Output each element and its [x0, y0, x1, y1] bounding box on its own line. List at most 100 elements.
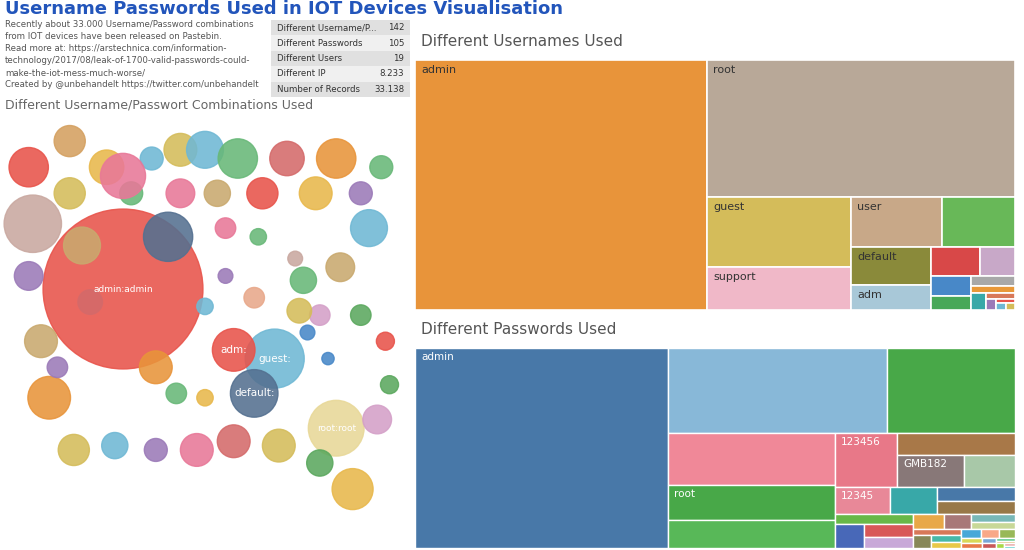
- Bar: [931, 247, 980, 276]
- Circle shape: [166, 179, 195, 208]
- Circle shape: [377, 332, 394, 350]
- Bar: [836, 433, 897, 487]
- Bar: [708, 60, 1015, 197]
- Bar: [271, 35, 410, 51]
- Bar: [890, 487, 937, 514]
- Bar: [913, 535, 931, 548]
- Circle shape: [63, 227, 100, 264]
- Bar: [415, 60, 708, 310]
- Bar: [944, 514, 971, 529]
- Circle shape: [54, 125, 85, 157]
- Bar: [962, 537, 982, 543]
- Text: Different Passwords Used: Different Passwords Used: [421, 322, 616, 337]
- Text: admin: admin: [421, 65, 456, 75]
- Circle shape: [322, 353, 334, 365]
- Bar: [999, 529, 1015, 537]
- Text: 8.233: 8.233: [380, 69, 404, 79]
- Bar: [971, 276, 1015, 286]
- Bar: [986, 299, 996, 310]
- Bar: [942, 197, 1015, 247]
- Bar: [931, 535, 962, 542]
- Circle shape: [299, 177, 332, 210]
- Bar: [669, 433, 836, 485]
- Bar: [962, 529, 981, 537]
- Text: Different Username/P...: Different Username/P...: [276, 23, 377, 32]
- Circle shape: [218, 139, 257, 178]
- Bar: [864, 537, 913, 548]
- Text: Created by @unbehandelt https://twitter.com/unbehandelt: Created by @unbehandelt https://twitter.…: [5, 80, 259, 90]
- Circle shape: [9, 147, 48, 187]
- Text: from IOT devices have been released on Pastebin.: from IOT devices have been released on P…: [5, 32, 222, 41]
- Text: 142: 142: [387, 23, 404, 32]
- Bar: [937, 501, 1015, 514]
- Circle shape: [262, 429, 295, 462]
- Text: support: support: [714, 272, 756, 282]
- Bar: [971, 293, 986, 310]
- Bar: [996, 541, 1015, 543]
- Text: Different Users: Different Users: [276, 54, 342, 63]
- Circle shape: [43, 209, 203, 369]
- Text: admin: admin: [421, 352, 454, 362]
- Bar: [982, 537, 996, 543]
- Text: Recently about 33.000 Username/Password combinations: Recently about 33.000 Username/Password …: [5, 20, 254, 29]
- Circle shape: [139, 351, 172, 384]
- Text: root: root: [675, 489, 695, 499]
- Circle shape: [350, 210, 387, 246]
- Bar: [981, 529, 999, 537]
- Bar: [708, 197, 851, 267]
- Bar: [864, 524, 913, 537]
- Circle shape: [204, 180, 230, 206]
- Circle shape: [350, 305, 371, 326]
- Text: root:root: root:root: [316, 424, 355, 433]
- Bar: [996, 537, 1015, 541]
- Circle shape: [28, 376, 71, 419]
- Circle shape: [143, 212, 193, 261]
- Text: Username Passwords Used in IOT Devices Visualisation: Username Passwords Used in IOT Devices V…: [5, 0, 563, 18]
- Circle shape: [309, 305, 330, 326]
- Text: default: default: [857, 252, 897, 262]
- Bar: [1007, 304, 1015, 310]
- Circle shape: [381, 376, 398, 394]
- Circle shape: [362, 405, 391, 434]
- Bar: [971, 286, 1015, 293]
- Bar: [996, 543, 1004, 548]
- Bar: [996, 304, 1007, 310]
- Bar: [669, 485, 836, 520]
- Text: make-the-iot-mess-much-worse/: make-the-iot-mess-much-worse/: [5, 68, 145, 78]
- Bar: [271, 66, 410, 81]
- Text: Different Username/Passwort Combinations Used: Different Username/Passwort Combinations…: [5, 98, 313, 112]
- Circle shape: [47, 357, 68, 377]
- Text: 123456: 123456: [842, 437, 881, 448]
- Circle shape: [244, 288, 264, 308]
- Circle shape: [217, 425, 250, 458]
- Circle shape: [308, 400, 365, 456]
- Circle shape: [101, 432, 128, 459]
- Circle shape: [306, 450, 333, 476]
- Circle shape: [140, 147, 163, 170]
- Bar: [996, 299, 1015, 304]
- Circle shape: [212, 328, 255, 371]
- Circle shape: [144, 438, 167, 461]
- Circle shape: [78, 290, 102, 315]
- Text: technology/2017/08/leak-of-1700-valid-passwords-could-: technology/2017/08/leak-of-1700-valid-pa…: [5, 56, 251, 65]
- Bar: [271, 51, 410, 66]
- Bar: [669, 348, 888, 433]
- Bar: [962, 543, 982, 548]
- Bar: [913, 514, 944, 529]
- Circle shape: [269, 141, 304, 175]
- Circle shape: [288, 251, 302, 266]
- Bar: [836, 514, 913, 524]
- Circle shape: [14, 262, 43, 290]
- Bar: [1004, 546, 1015, 548]
- Circle shape: [4, 195, 61, 252]
- Text: admin:admin: admin:admin: [93, 284, 153, 294]
- Text: 12345: 12345: [842, 491, 874, 501]
- Bar: [271, 20, 410, 35]
- Text: Different Usernames Used: Different Usernames Used: [421, 34, 623, 49]
- Text: adm:: adm:: [220, 345, 247, 355]
- Circle shape: [180, 433, 213, 466]
- Text: default:: default:: [233, 388, 274, 398]
- Bar: [1004, 543, 1015, 546]
- Text: 33.138: 33.138: [374, 85, 404, 94]
- Circle shape: [215, 218, 236, 238]
